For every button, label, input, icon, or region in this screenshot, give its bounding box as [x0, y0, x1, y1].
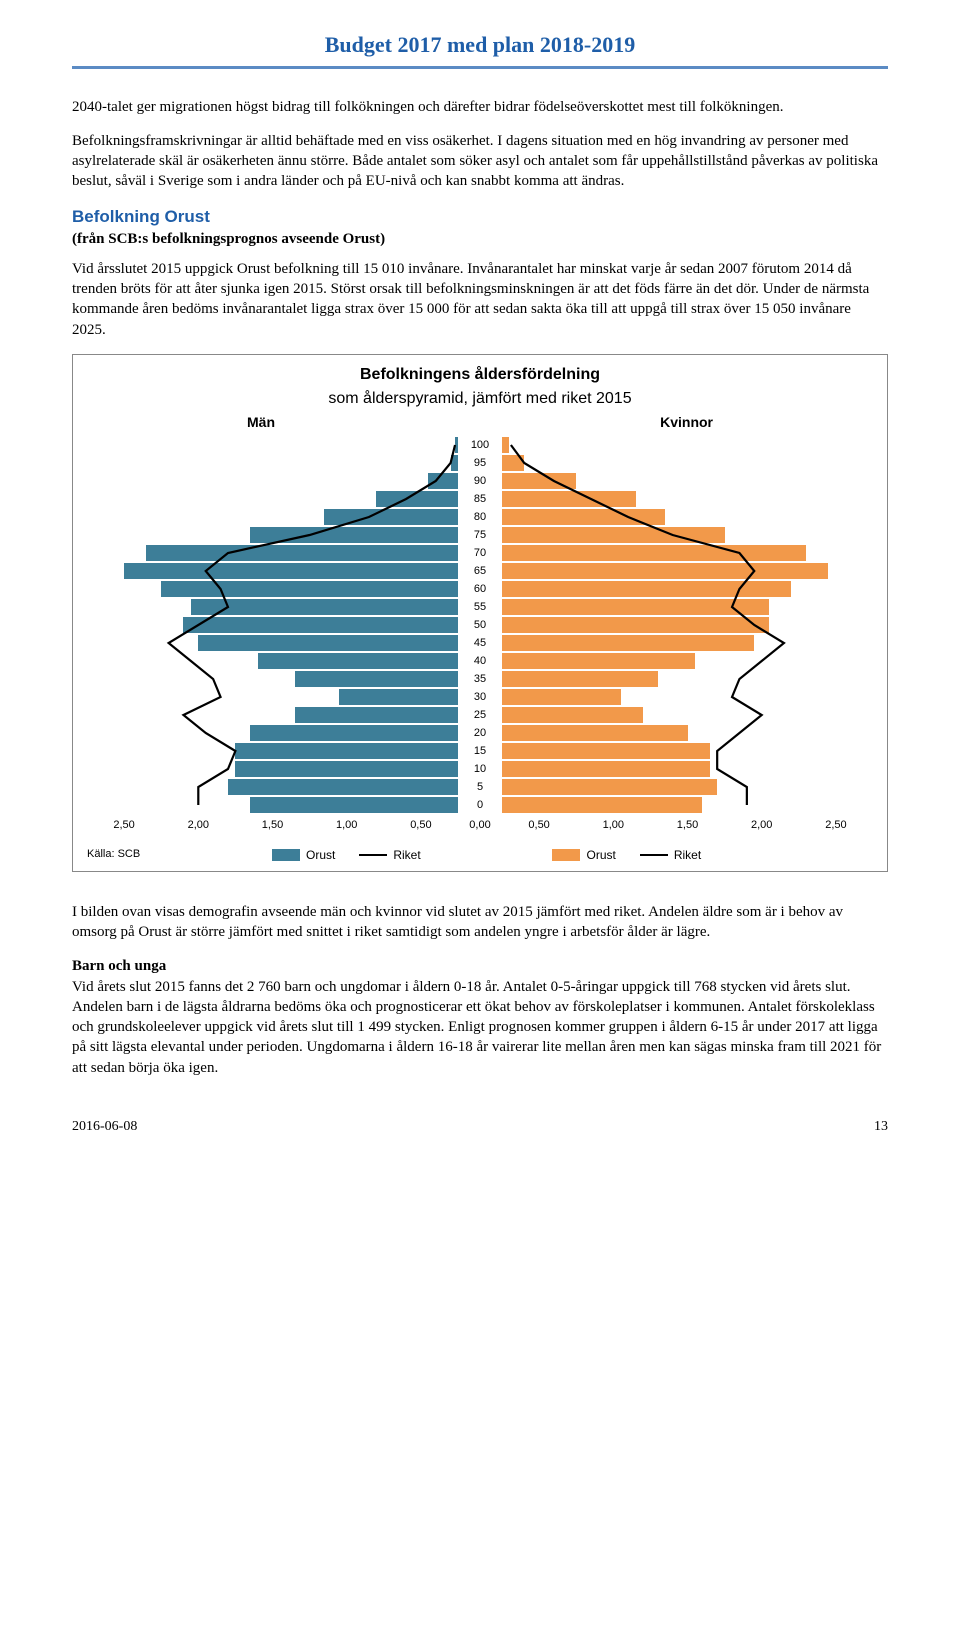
age-tick: 95 [458, 454, 502, 472]
legend-riket-male: Riket [393, 847, 420, 863]
doc-title: Budget 2017 med plan 2018-2019 [72, 30, 888, 60]
age-tick: 70 [458, 544, 502, 562]
swatch-female-icon [552, 849, 580, 861]
chart-title-line1: Befolkningens åldersfördelning [87, 365, 873, 385]
population-pyramid-chart: Befolkningens åldersfördelning som ålder… [72, 354, 888, 872]
swatch-male-icon [272, 849, 300, 861]
paragraph-2: Befolkningsframskrivningar är alltid beh… [72, 131, 888, 192]
subheading-barn: Barn och unga [72, 956, 888, 976]
age-tick: 90 [458, 472, 502, 490]
age-tick: 50 [458, 616, 502, 634]
title-rule [72, 66, 888, 69]
chart-left-label: Män [247, 413, 275, 432]
age-tick: 10 [458, 760, 502, 778]
legend-riket-female: Riket [674, 847, 701, 863]
section-heading: Befolkning Orust [72, 206, 888, 229]
age-tick: 5 [458, 778, 502, 796]
legend-male: Orust Riket [272, 847, 421, 863]
x-tick: 2,00 [161, 818, 235, 833]
riket-line-overlay [87, 436, 458, 814]
x-tick: 2,00 [725, 818, 799, 833]
legend-female: Orust Riket [552, 847, 701, 863]
age-tick: 60 [458, 580, 502, 598]
x-axis-right: 0,501,001,502,002,50 [502, 818, 873, 833]
x-axis: 0,501,001,502,002,50 0,00 0,501,001,502,… [87, 818, 873, 833]
paragraph-1: 2040-talet ger migrationen högst bidrag … [72, 97, 888, 117]
legend-row: Källa: SCB Orust Riket Orust Riket [87, 847, 873, 863]
x-tick: 0,50 [384, 818, 458, 833]
age-tick: 85 [458, 490, 502, 508]
page-footer: 2016-06-08 13 [72, 1118, 888, 1137]
legend-orust-female: Orust [586, 847, 615, 863]
age-tick: 35 [458, 670, 502, 688]
riket-line-overlay [502, 436, 873, 814]
x-tick: 2,50 [87, 818, 161, 833]
paragraph-4: I bilden ovan visas demografin avseende … [72, 902, 888, 943]
age-tick: 80 [458, 508, 502, 526]
line-riket-icon-2 [640, 854, 668, 856]
age-tick: 45 [458, 634, 502, 652]
age-tick: 25 [458, 706, 502, 724]
chart-title-line2: som ålderspyramid, jämfört med riket 201… [87, 389, 873, 409]
x-tick: 1,00 [310, 818, 384, 833]
age-tick: 15 [458, 742, 502, 760]
pyramid-age-axis: 1009590858075706560555045403530252015105… [458, 436, 502, 814]
chart-right-label: Kvinnor [660, 413, 713, 432]
legend-orust-male: Orust [306, 847, 335, 863]
age-tick: 30 [458, 688, 502, 706]
chart-source: Källa: SCB [87, 847, 140, 862]
age-tick: 0 [458, 796, 502, 814]
footer-date: 2016-06-08 [72, 1118, 137, 1137]
paragraph-3: Vid årsslutet 2015 uppgick Orust befolkn… [72, 259, 888, 340]
pyramid-left [87, 436, 458, 814]
pyramid-right [502, 436, 873, 814]
x-tick: 1,00 [576, 818, 650, 833]
x-axis-zero: 0,00 [458, 818, 502, 833]
age-tick: 75 [458, 526, 502, 544]
pyramid-body: 1009590858075706560555045403530252015105… [87, 436, 873, 814]
age-tick: 40 [458, 652, 502, 670]
section-subheading: (från SCB:s befolkningsprognos avseende … [72, 229, 888, 249]
age-tick: 100 [458, 436, 502, 454]
x-tick: 1,50 [650, 818, 724, 833]
x-tick: 2,50 [799, 818, 873, 833]
line-riket-icon [359, 854, 387, 856]
x-axis-left: 0,501,001,502,002,50 [87, 818, 458, 833]
x-tick: 0,50 [502, 818, 576, 833]
age-tick: 20 [458, 724, 502, 742]
age-tick: 65 [458, 562, 502, 580]
footer-page: 13 [874, 1118, 888, 1137]
age-tick: 55 [458, 598, 502, 616]
x-tick: 1,50 [235, 818, 309, 833]
paragraph-5: Vid årets slut 2015 fanns det 2 760 barn… [72, 977, 888, 1078]
